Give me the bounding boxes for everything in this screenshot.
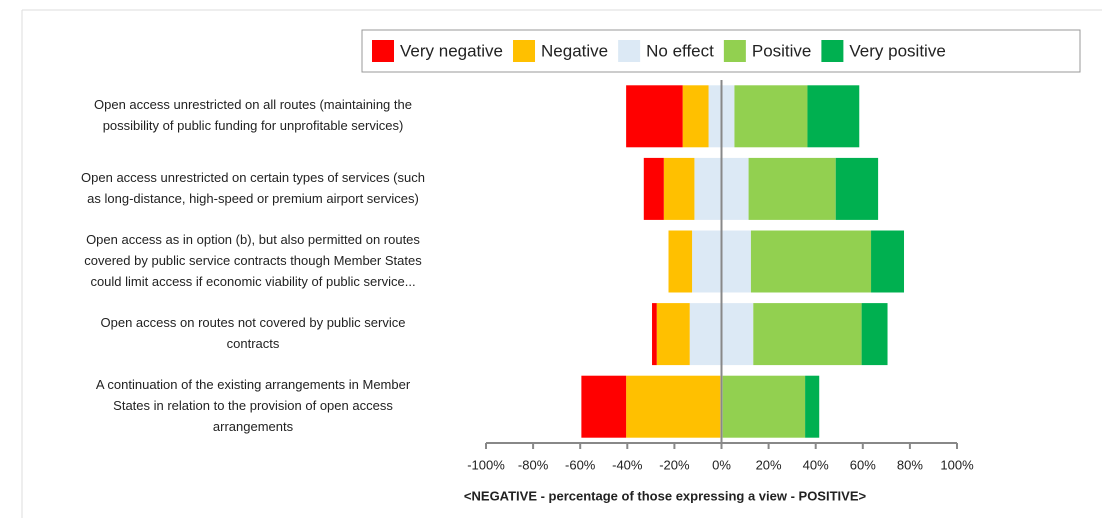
legend-swatch xyxy=(821,40,844,62)
category-label: Open access on routes not covered by pub… xyxy=(101,315,406,330)
legend-swatch xyxy=(618,40,641,62)
x-tick-label: -100% xyxy=(467,457,505,472)
category-label: as long-distance, high-speed or premium … xyxy=(87,191,419,206)
bar-segment xyxy=(682,85,709,148)
legend-box xyxy=(361,29,1081,73)
category-label: covered by public service contracts thou… xyxy=(84,253,422,268)
bar-segment xyxy=(805,375,820,438)
category-label: could limit access if economic viability… xyxy=(90,274,415,289)
x-tick-label: 60% xyxy=(850,457,876,472)
category-label: States in relation to the provision of o… xyxy=(113,398,393,413)
bar-segment xyxy=(626,375,721,438)
bar-segment xyxy=(807,85,860,148)
bar-segment xyxy=(652,303,657,366)
legend-swatch xyxy=(513,40,536,62)
category-label: Open access as in option (b), but also p… xyxy=(86,232,420,247)
legend-label: Negative xyxy=(541,41,608,60)
bar-segment xyxy=(734,85,808,148)
category-label: possibility of public funding for unprof… xyxy=(103,118,404,133)
x-tick-label: 40% xyxy=(803,457,829,472)
x-tick-label: 0% xyxy=(712,457,731,472)
legend-label: Positive xyxy=(752,41,812,60)
category-label: contracts xyxy=(227,336,280,351)
bar-segment xyxy=(643,157,664,220)
bar-segment xyxy=(581,375,627,438)
bar-segment xyxy=(871,230,905,293)
bar-segment xyxy=(668,230,693,293)
bar-segment xyxy=(835,157,879,220)
category-label: arrangements xyxy=(213,419,294,434)
bar-segment xyxy=(656,303,690,366)
x-tick-label: -40% xyxy=(612,457,643,472)
legend-label: Very positive xyxy=(849,41,945,60)
bar-segment xyxy=(722,375,806,438)
legend-label: No effect xyxy=(646,41,714,60)
category-label: A continuation of the existing arrangeme… xyxy=(96,377,411,392)
x-tick-label: 80% xyxy=(897,457,923,472)
x-tick-label: -20% xyxy=(659,457,690,472)
category-label: Open access unrestricted on certain type… xyxy=(81,170,425,185)
category-label: Open access unrestricted on all routes (… xyxy=(94,97,412,112)
x-tick-label: 20% xyxy=(756,457,782,472)
x-tick-label: -80% xyxy=(518,457,549,472)
legend-swatch xyxy=(723,40,746,62)
x-tick-label: 100% xyxy=(940,457,974,472)
x-axis-label: <NEGATIVE - percentage of those expressi… xyxy=(464,488,867,503)
bar-segment xyxy=(753,303,862,366)
legend-swatch xyxy=(372,40,394,62)
legend-label: Very negative xyxy=(400,41,503,60)
bar-segment xyxy=(748,157,836,220)
bar-segment xyxy=(626,85,683,148)
x-tick-label: -60% xyxy=(565,457,596,472)
bar-segment xyxy=(663,157,695,220)
bar-segment xyxy=(750,230,872,293)
bar-segment xyxy=(861,303,888,366)
